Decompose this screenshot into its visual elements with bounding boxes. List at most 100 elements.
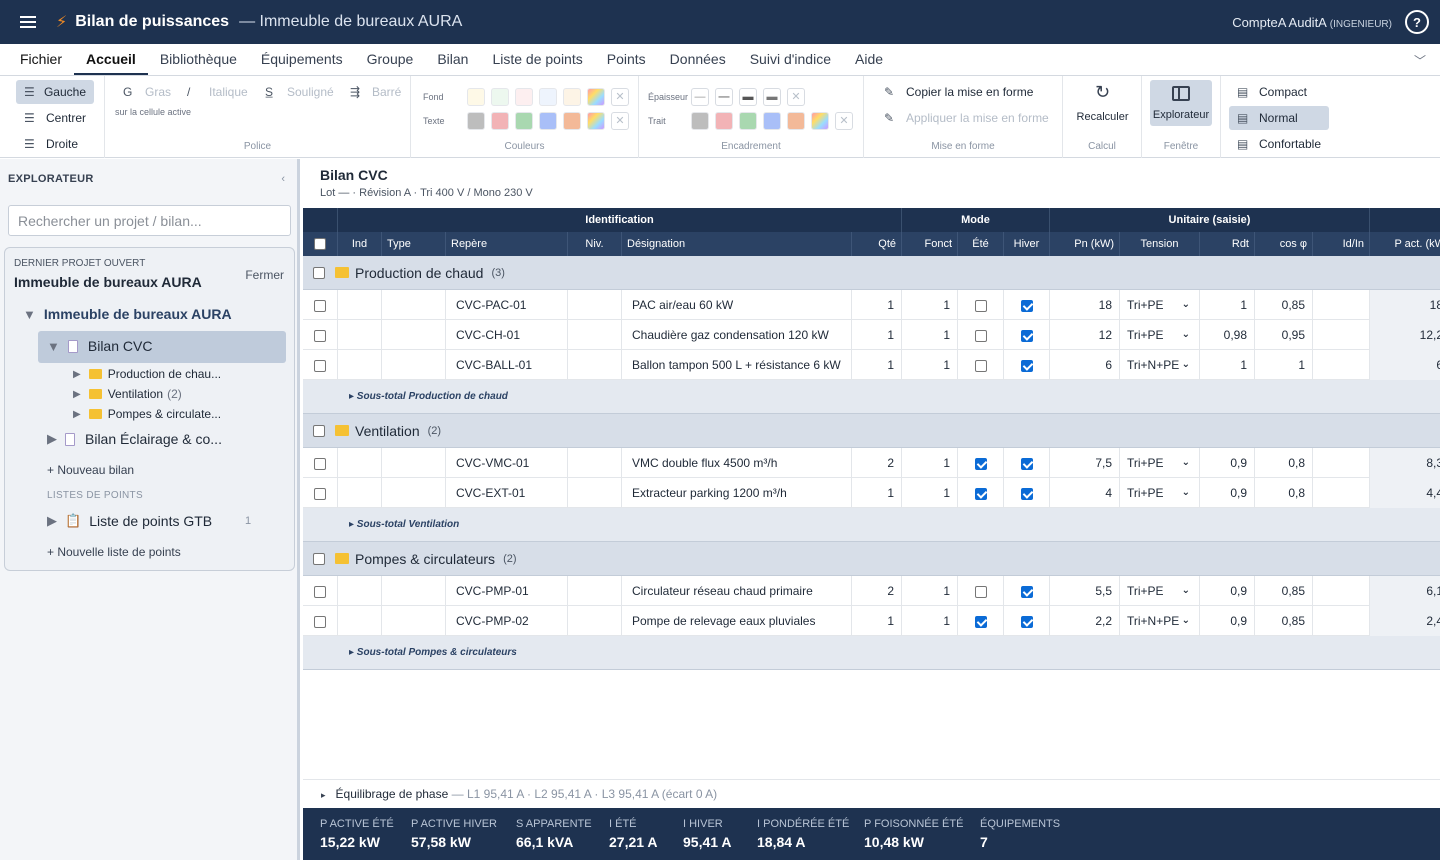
texte-swatch-green[interactable] bbox=[515, 112, 533, 130]
align-left-button[interactable]: ☰ Gauche bbox=[16, 80, 94, 104]
cell-ind[interactable] bbox=[338, 350, 382, 380]
cell-designation[interactable]: Chaudière gaz condensation 120 kW bbox=[622, 320, 852, 350]
trait-swatch-blue[interactable] bbox=[763, 112, 781, 130]
ete-checkbox[interactable] bbox=[974, 585, 987, 598]
border-clear-icon[interactable]: ✕ bbox=[787, 88, 805, 106]
col-ind[interactable]: Ind bbox=[338, 232, 382, 256]
cell-designation[interactable]: PAC air/eau 60 kW bbox=[622, 290, 852, 320]
cell-qte[interactable]: 2 bbox=[852, 448, 902, 478]
cell-qte[interactable]: 1 bbox=[852, 290, 902, 320]
group-row[interactable]: Ventilation (2) bbox=[303, 414, 1440, 448]
cell-pn[interactable]: 18 bbox=[1050, 290, 1120, 320]
row-checkbox[interactable] bbox=[314, 615, 326, 628]
cell-niv[interactable] bbox=[568, 478, 622, 508]
cell-cos[interactable]: 1 bbox=[1255, 350, 1313, 380]
cell-pn[interactable]: 2,2 bbox=[1050, 606, 1120, 636]
menu-fichier[interactable]: Fichier bbox=[20, 51, 63, 67]
cell-fonct[interactable]: 1 bbox=[902, 606, 958, 636]
table-row[interactable]: CVC-EXT-01 Extracteur parking 1200 m³/h 1 1… bbox=[303, 478, 1440, 508]
cell-type[interactable] bbox=[382, 576, 446, 606]
menu-aide[interactable]: Aide bbox=[855, 51, 884, 67]
tension-select[interactable]: Tri+PE ⌄ bbox=[1127, 478, 1192, 508]
cell-niv[interactable] bbox=[568, 350, 622, 380]
cell-cos[interactable]: 0,85 bbox=[1255, 290, 1313, 320]
cell-repere[interactable]: CVC-VMC-01 bbox=[446, 448, 568, 478]
cell-rdt[interactable]: 0,98 bbox=[1200, 320, 1255, 350]
trait-swatch-custom[interactable] bbox=[811, 112, 829, 130]
chevron-left-icon[interactable]: ‹ bbox=[281, 173, 285, 185]
cell-type[interactable] bbox=[382, 606, 446, 636]
texte-clear-icon[interactable]: ✕ bbox=[611, 112, 629, 130]
cell-rdt[interactable]: 0,9 bbox=[1200, 606, 1255, 636]
cell-type[interactable] bbox=[382, 320, 446, 350]
last-project-name[interactable]: Immeuble de bureaux AURA bbox=[14, 274, 202, 290]
hiver-checkbox[interactable] bbox=[1020, 457, 1033, 470]
ete-checkbox[interactable] bbox=[974, 487, 987, 500]
copy-format-button[interactable]: ✎ Copier la mise en forme bbox=[876, 80, 1041, 104]
cell-niv[interactable] bbox=[568, 290, 622, 320]
menu-groupe[interactable]: Groupe bbox=[366, 51, 414, 67]
cell-designation[interactable]: Pompe de relevage eaux pluviales bbox=[622, 606, 852, 636]
explorer-toggle-button[interactable]: Explorateur bbox=[1150, 80, 1212, 126]
explorer-search-input[interactable] bbox=[8, 205, 291, 236]
table-row[interactable]: CVC-PMP-01 Circulateur réseau chaud prima… bbox=[303, 576, 1440, 606]
italic-button[interactable]: / Italique bbox=[179, 80, 256, 104]
cell-fonct[interactable]: 1 bbox=[902, 290, 958, 320]
col-idin[interactable]: Id/In bbox=[1313, 232, 1370, 256]
menu-bibliotheque[interactable]: Bibliothèque bbox=[159, 51, 237, 67]
fond-swatch-custom[interactable] bbox=[587, 88, 605, 106]
align-right-button[interactable]: ☰ Droite bbox=[16, 132, 94, 156]
new-bilan-button[interactable]: + Nouveau bilan bbox=[47, 463, 135, 477]
tree-group-production[interactable]: ▶ Production de chau... bbox=[73, 367, 221, 381]
hiver-checkbox[interactable] bbox=[1020, 329, 1033, 342]
cell-fonct[interactable]: 1 bbox=[902, 320, 958, 350]
cell-qte[interactable]: 1 bbox=[852, 320, 902, 350]
cell-idin[interactable] bbox=[1313, 576, 1370, 606]
cell-pn[interactable]: 7,5 bbox=[1050, 448, 1120, 478]
table-row[interactable]: CVC-PAC-01 PAC air/eau 60 kW 1 1 18 Tri+PE ⌄ 1 0… bbox=[303, 290, 1440, 320]
cell-type[interactable] bbox=[382, 448, 446, 478]
hiver-checkbox[interactable] bbox=[1020, 487, 1033, 500]
group-row[interactable]: Pompes & circulateurs (2) bbox=[303, 542, 1440, 576]
cell-cos[interactable]: 0,8 bbox=[1255, 478, 1313, 508]
cell-designation[interactable]: Extracteur parking 1200 m³/h bbox=[622, 478, 852, 508]
menu-icon[interactable] bbox=[20, 16, 36, 28]
group-checkbox[interactable] bbox=[313, 424, 325, 437]
col-ete[interactable]: Été bbox=[958, 232, 1004, 256]
bold-button[interactable]: G Gras bbox=[115, 80, 179, 104]
tension-select[interactable]: Tri+PE ⌄ bbox=[1127, 576, 1192, 606]
texte-swatch-orange[interactable] bbox=[563, 112, 581, 130]
tree-points-list[interactable]: ▶ 📋 Liste de points GTB bbox=[47, 513, 212, 529]
ete-checkbox[interactable] bbox=[974, 615, 987, 628]
col-fonct[interactable]: Fonct bbox=[902, 232, 958, 256]
align-center-button[interactable]: ☰ Centrer bbox=[16, 106, 94, 130]
tension-select[interactable]: Tri+PE ⌄ bbox=[1127, 320, 1192, 350]
ete-checkbox[interactable] bbox=[974, 329, 987, 342]
texte-swatch-red[interactable] bbox=[491, 112, 509, 130]
row-checkbox[interactable] bbox=[314, 359, 326, 372]
cell-idin[interactable] bbox=[1313, 350, 1370, 380]
phase-balance-bar[interactable]: ▸ Équilibrage de phase — L1 95,41 A · L2 … bbox=[303, 779, 1440, 808]
cell-type[interactable] bbox=[382, 290, 446, 320]
col-designation[interactable]: Désignation bbox=[622, 232, 852, 256]
tree-group-pompes[interactable]: ▶ Pompes & circulate... bbox=[73, 407, 221, 421]
col-pact[interactable]: P act. (kW bbox=[1394, 238, 1440, 250]
row-checkbox[interactable] bbox=[314, 329, 326, 342]
fond-swatch-blue[interactable] bbox=[539, 88, 557, 106]
subtotal-row[interactable]: ▸ Sous-total Production de chaud bbox=[303, 380, 1440, 414]
cell-idin[interactable] bbox=[1313, 290, 1370, 320]
cell-fonct[interactable]: 1 bbox=[902, 448, 958, 478]
hiver-checkbox[interactable] bbox=[1020, 615, 1033, 628]
cell-rdt[interactable]: 0,9 bbox=[1200, 448, 1255, 478]
select-all-checkbox[interactable] bbox=[314, 238, 326, 251]
cell-qte[interactable]: 1 bbox=[852, 478, 902, 508]
cell-qte[interactable]: 1 bbox=[852, 350, 902, 380]
tree-project-root[interactable]: ▼ Immeuble de bureaux AURA bbox=[23, 306, 232, 322]
cell-pact[interactable]: 12,2 bbox=[1370, 320, 1440, 350]
cell-pact[interactable]: 18 bbox=[1370, 290, 1440, 320]
ete-checkbox[interactable] bbox=[974, 359, 987, 372]
cell-rdt[interactable]: 0,9 bbox=[1200, 576, 1255, 606]
strike-button[interactable]: ⇶ Barré bbox=[342, 80, 409, 104]
menu-points[interactable]: Points bbox=[606, 51, 646, 67]
recalc-button[interactable]: Recalculer bbox=[1076, 111, 1129, 123]
